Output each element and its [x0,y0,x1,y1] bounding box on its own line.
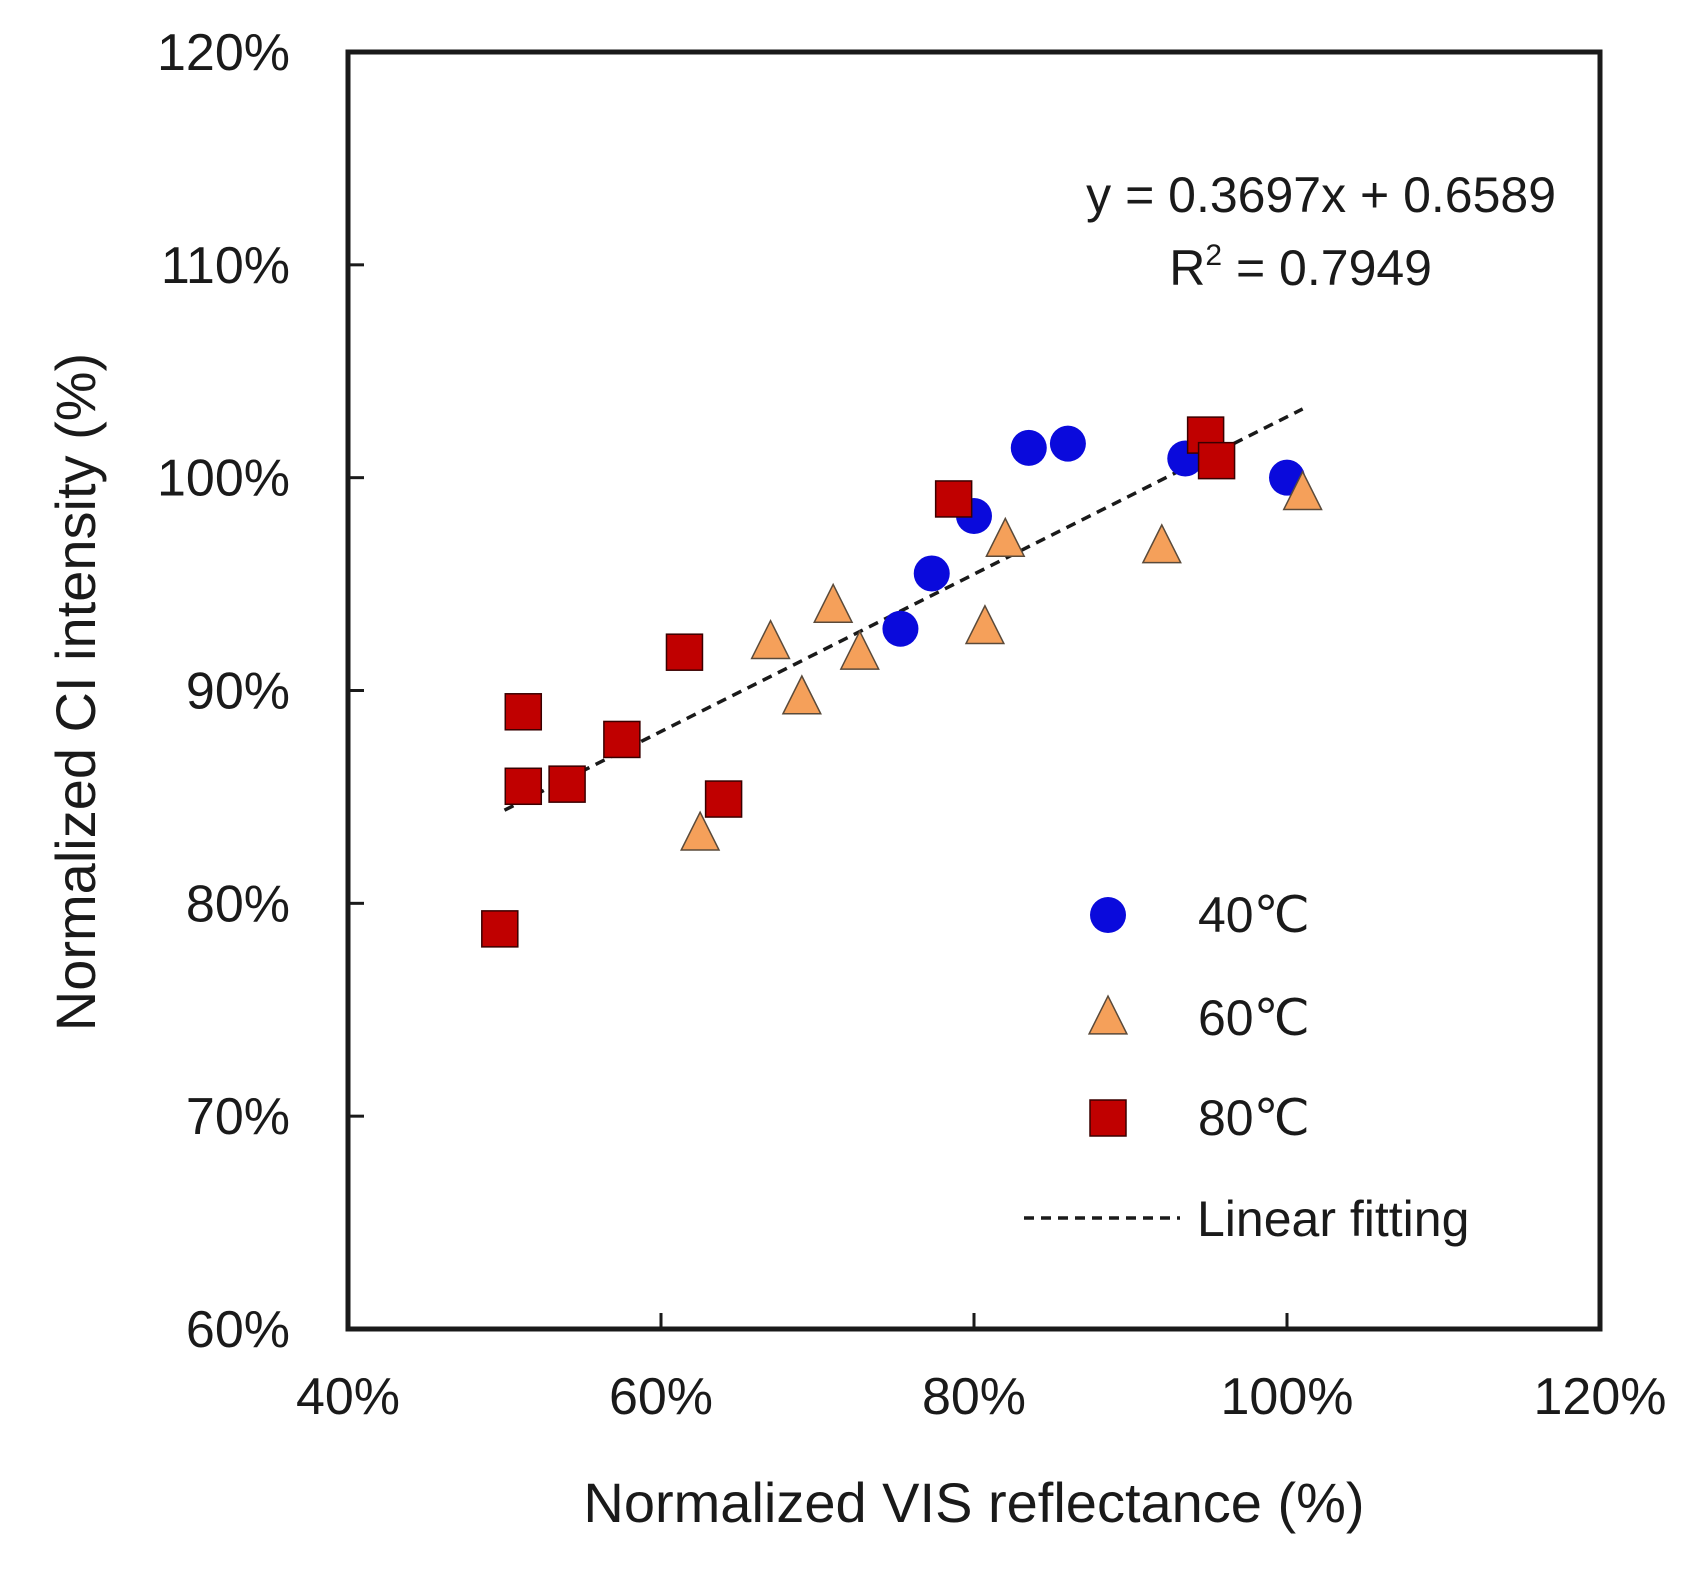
point-circle [1049,425,1086,462]
y-tick-label: 120% [157,24,290,82]
r2-superscript: 2 [1205,239,1222,272]
legend-marker-triangle [1087,994,1129,1035]
y-tick-label: 100% [157,450,290,508]
point-triangle [839,629,880,670]
point-square [481,910,519,948]
fit-equation: y = 0.3697x + 0.6589 [1086,167,1556,223]
point-square [934,480,973,518]
point-square [704,780,743,818]
point-circle [882,610,919,647]
point-square [603,720,641,759]
y-tick-label: 110% [161,237,290,295]
point-triangle [1141,523,1182,564]
legend-label-60c: 60℃ [1198,990,1310,1046]
point-triangle [781,674,822,715]
point-circle [1010,429,1047,466]
point-triangle [750,618,791,660]
y-tick-label: 80% [186,875,290,933]
x-tick-label: 40% [296,1368,400,1426]
r2-value: = 0.7949 [1222,240,1432,296]
point-square [504,767,543,806]
r2-prefix: R [1169,240,1205,296]
point-circle [913,555,950,592]
y-axis: 60% 70% 80% 90% 100% 110% 120% [157,24,364,1359]
point-square [548,765,586,803]
point-triangle [985,516,1026,558]
legend-label-80c: 80℃ [1198,1090,1310,1146]
y-axis-title: Normalized CI intensity (%) [44,353,107,1031]
x-tick-label: 60% [609,1368,713,1426]
data-points [481,416,1323,948]
x-axis-title: Normalized VIS reflectance (%) [583,1471,1364,1534]
y-tick-label: 70% [186,1088,290,1146]
point-square [504,693,543,731]
point-triangle [1282,469,1323,511]
x-tick-label: 120% [1534,1368,1667,1426]
point-triangle [813,582,854,624]
point-square [1197,441,1236,480]
point-triangle [964,604,1006,645]
legend-marker-square [1089,1099,1127,1137]
x-tick-label: 80% [922,1368,1026,1426]
point-square [665,633,704,671]
legend-label-fit: Linear fitting [1197,1191,1469,1247]
fit-r-squared: R2 = 0.7949 [1169,239,1432,296]
linear-fit-line [503,407,1304,812]
legend [1087,897,1129,1137]
y-tick-label: 60% [186,1301,290,1359]
x-tick-label: 100% [1221,1368,1354,1426]
legend-marker-circle [1090,897,1126,933]
x-axis: 40% 60% 80% 100% 120% [296,1313,1667,1426]
point-triangle [680,810,721,851]
y-tick-label: 90% [186,663,290,721]
legend-label-40c: 40℃ [1198,887,1310,943]
